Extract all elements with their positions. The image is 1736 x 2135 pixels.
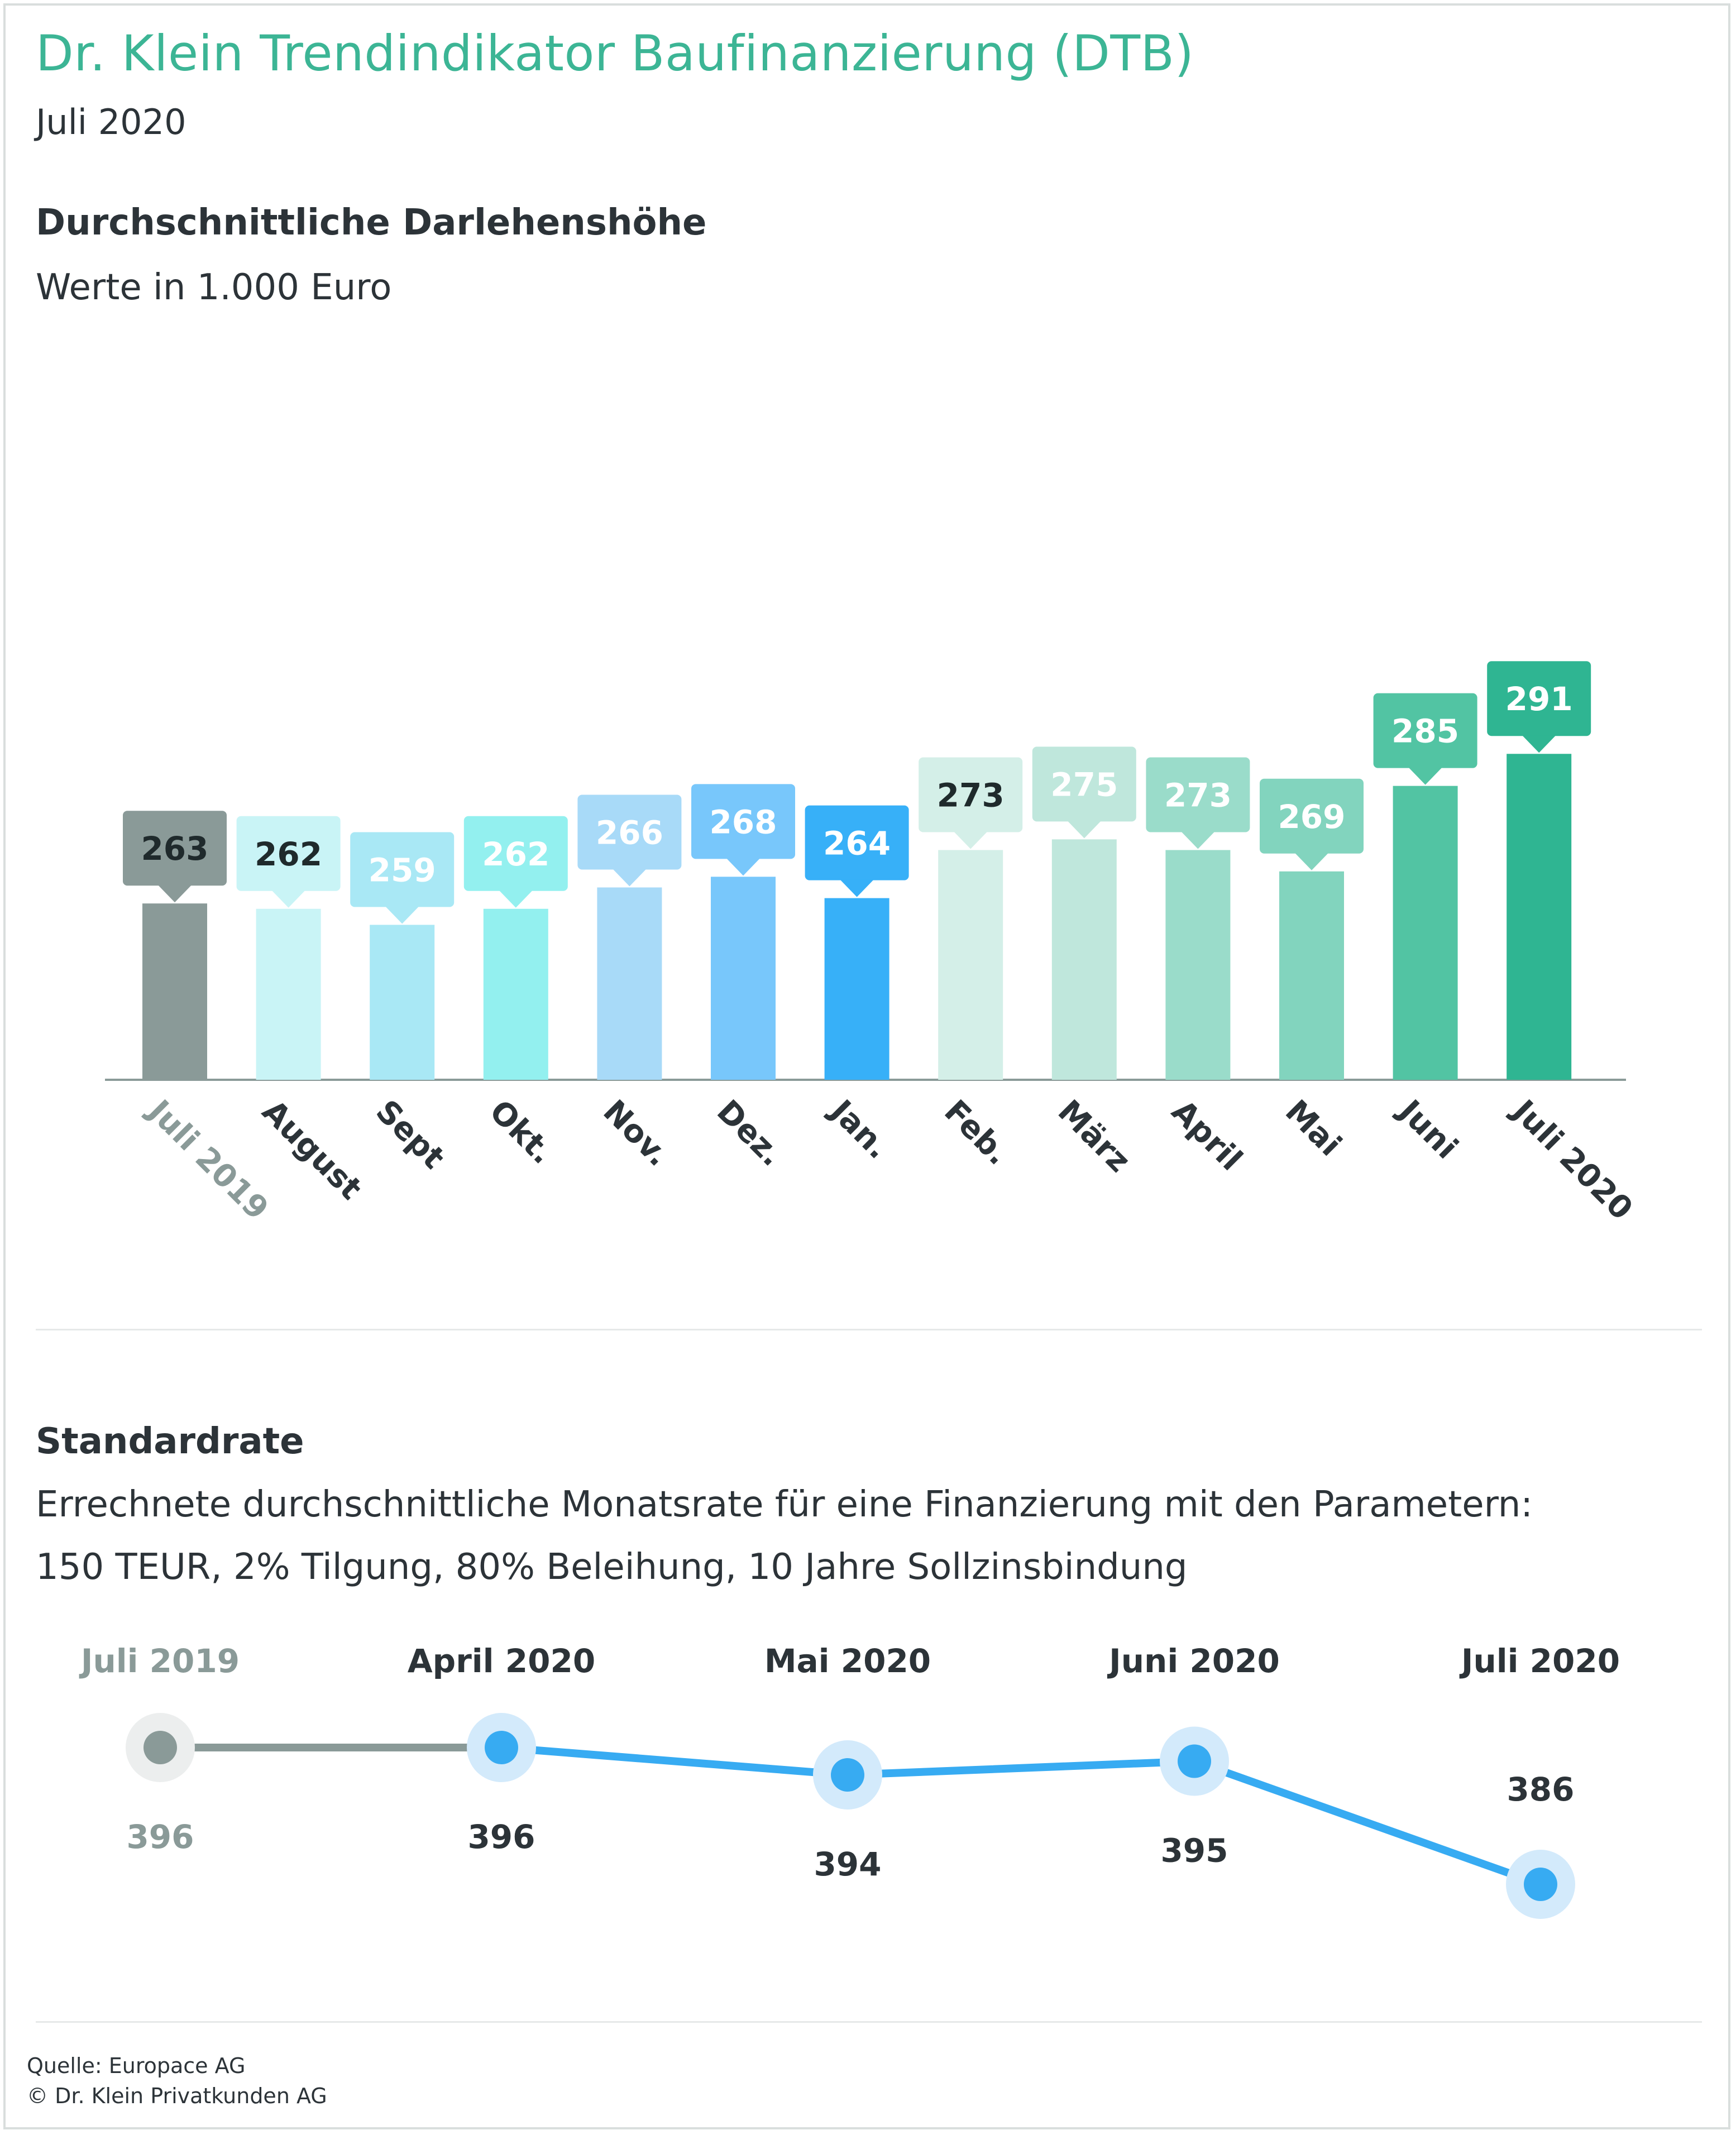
value-label-box-9 (1146, 757, 1250, 832)
value-label-pointer-9 (1181, 831, 1215, 849)
x-label-1: April 2020 (408, 1642, 595, 1680)
value-label-text-1: 262 (255, 835, 322, 873)
value-label-box-12 (1487, 661, 1591, 736)
value-label-2: 259 (350, 832, 455, 924)
bar-3 (483, 908, 548, 1080)
section-divider (36, 1329, 1702, 1330)
bar-4 (597, 887, 662, 1080)
value-label-4: 386 (1507, 1770, 1574, 1808)
loan-chart-heading: Durchschnittliche Darlehenshöhe (36, 202, 707, 243)
value-label-box-2 (350, 832, 455, 907)
value-label-10: 269 (1260, 778, 1364, 870)
value-label-text-0: 263 (141, 830, 208, 868)
value-label-0: 263 (123, 811, 227, 903)
value-label-7: 273 (919, 757, 1023, 849)
value-label-box-4 (577, 794, 682, 870)
bar-1 (256, 908, 321, 1080)
value-label-pointer-11 (1408, 767, 1442, 785)
value-label-12: 291 (1487, 661, 1591, 753)
value-label-box-5 (691, 784, 795, 859)
value-label-pointer-1 (271, 890, 305, 908)
bar-10 (1279, 871, 1344, 1080)
page-subtitle: Juli 2020 (36, 102, 186, 142)
data-point-0 (144, 1731, 177, 1764)
value-label-text-6: 264 (823, 825, 891, 863)
value-label-pointer-0 (158, 885, 192, 903)
value-label-box-6 (805, 805, 909, 880)
bar-8 (1051, 839, 1117, 1080)
value-label-pointer-7 (954, 831, 988, 849)
value-label-text-5: 268 (709, 803, 777, 841)
loan-chart-unit-note: Werte in 1.000 Euro (36, 267, 392, 308)
rate-chart-heading: Standardrate (36, 1421, 304, 1462)
value-label-text-10: 269 (1278, 798, 1345, 836)
page-title: Dr. Klein Trendindikator Baufinanzierung… (36, 25, 1194, 82)
value-label-0: 396 (126, 1818, 194, 1856)
value-label-text-11: 285 (1391, 712, 1459, 750)
value-label-box-0 (123, 811, 227, 886)
bar-9 (1165, 850, 1231, 1080)
value-label-text-4: 266 (596, 813, 663, 851)
data-point-4 (1524, 1868, 1557, 1901)
value-label-text-3: 262 (482, 835, 549, 873)
source-note: Quelle: Europace AG (27, 2053, 246, 2078)
value-label-3: 262 (463, 816, 568, 908)
value-label-box-1 (236, 816, 341, 891)
value-label-pointer-2 (385, 906, 419, 924)
x-label-0: Juli 2019 (79, 1642, 240, 1680)
x-label-2: Mai 2020 (764, 1642, 931, 1680)
value-label-3: 395 (1160, 1832, 1228, 1870)
current-trend-line (501, 1744, 1542, 1888)
bar-11 (1393, 786, 1458, 1080)
footer-divider (36, 2021, 1702, 2023)
data-point-1 (485, 1731, 518, 1764)
value-label-9: 273 (1146, 757, 1250, 849)
bar-0 (142, 903, 207, 1080)
value-label-1: 262 (236, 816, 341, 908)
x-label-4: Juli 2020 (1459, 1642, 1620, 1680)
standard-rate-line-chart: Juli 2019 396 April 2020 396 Mai 2020 394 Juni… (79, 1642, 1620, 1919)
rate-chart-description-line1: Errechnete durchschnittliche Monatsrate … (36, 1484, 1533, 1525)
value-label-pointer-4 (613, 869, 647, 887)
value-label-2: 394 (814, 1845, 881, 1883)
value-label-8: 275 (1032, 746, 1136, 839)
x-label-3: Juni 2020 (1107, 1642, 1280, 1680)
copyright-note: © Dr. Klein Privatkunden AG (27, 2084, 327, 2108)
value-label-6: 264 (805, 805, 909, 897)
value-label-box-7 (919, 757, 1023, 832)
chart-frame (3, 3, 1730, 2129)
rate-chart-description-line2: 150 TEUR, 2% Tilgung, 80% Beleihung, 10 … (36, 1547, 1188, 1588)
value-label-text-12: 291 (1505, 680, 1573, 718)
bar-5 (711, 877, 776, 1080)
value-label-pointer-6 (840, 879, 874, 897)
value-label-4: 266 (577, 794, 682, 887)
value-label-box-8 (1032, 746, 1136, 822)
value-label-1: 396 (467, 1818, 535, 1856)
bar-2 (370, 925, 435, 1080)
value-label-text-2: 259 (369, 851, 436, 889)
value-label-pointer-5 (726, 858, 760, 876)
value-label-11: 285 (1373, 693, 1477, 785)
value-label-pointer-8 (1067, 821, 1101, 839)
value-label-box-11 (1373, 693, 1477, 768)
value-label-text-7: 273 (937, 776, 1005, 814)
value-label-pointer-3 (499, 890, 533, 908)
value-label-pointer-12 (1522, 735, 1556, 753)
value-label-text-9: 273 (1164, 776, 1232, 814)
value-label-box-10 (1260, 778, 1364, 854)
bar-12 (1507, 754, 1572, 1080)
value-label-box-3 (463, 816, 568, 891)
bar-6 (824, 898, 889, 1080)
data-point-3 (1178, 1744, 1211, 1778)
value-label-pointer-10 (1295, 853, 1328, 870)
data-point-2 (831, 1758, 864, 1792)
value-label-5: 268 (691, 784, 795, 876)
value-label-text-8: 275 (1050, 765, 1118, 803)
bar-7 (938, 850, 1003, 1080)
